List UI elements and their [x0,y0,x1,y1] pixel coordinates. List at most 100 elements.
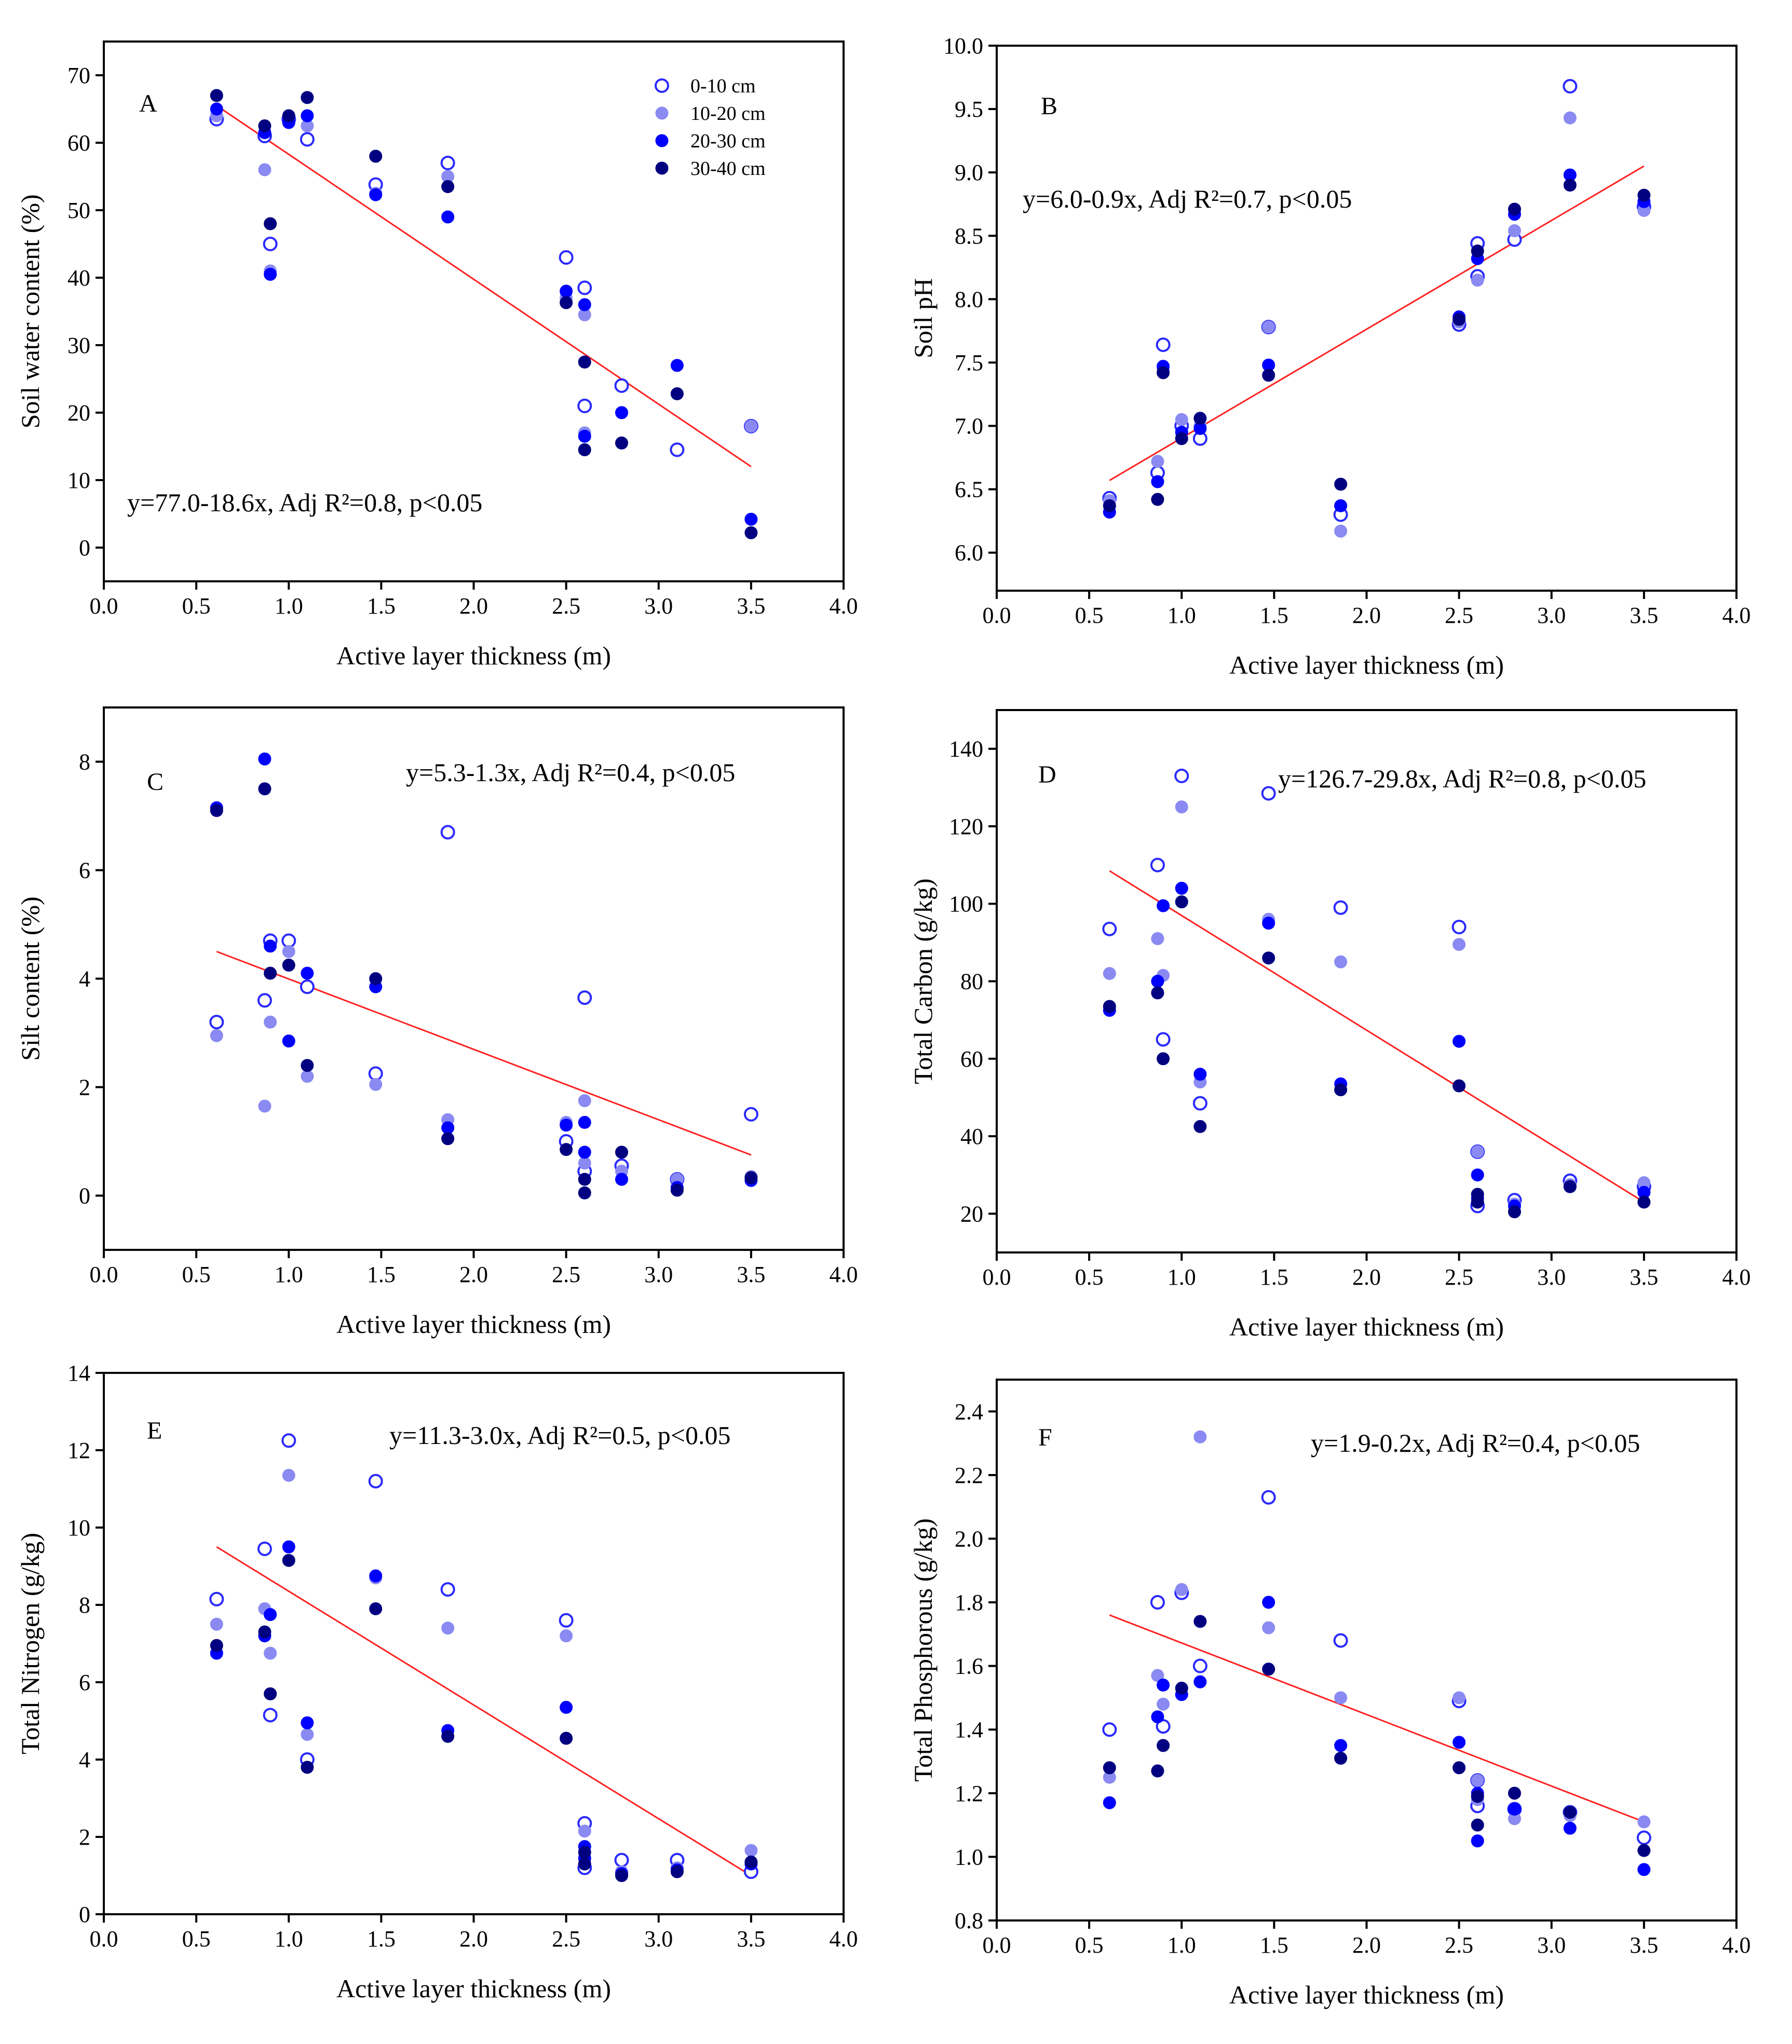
data-point-20-30-cm [264,268,277,281]
x-tick-label: 2.5 [552,593,580,619]
data-point-20-30-cm [301,1716,314,1729]
x-tick-label: 3.0 [1537,1264,1566,1290]
data-point-30-40-cm [1193,1615,1207,1628]
y-tick-label: 6 [79,1670,90,1695]
panel-letter: A [139,90,157,117]
x-tick-label: 0.0 [90,1262,118,1287]
plot-frame [103,706,845,1251]
data-point-30-40-cm [1175,895,1188,908]
y-tick-label: 60 [67,130,90,156]
data-point-30-40-cm [369,972,383,985]
data-point-30-40-cm [560,1143,573,1156]
y-tick-label: 140 [949,737,983,762]
data-point-10-20-cm [1508,224,1521,238]
regression-equation: y=6.0-0.9x, Adj R²=0.7, p<0.05 [1023,184,1352,213]
data-point-10-20-cm [1334,524,1348,538]
x-tick-label: 4.0 [1722,1264,1751,1290]
panel-letter: E [147,1417,162,1445]
data-point-10-20-cm [441,1621,455,1635]
regression-equation: y=77.0-18.6x, Adj R²=0.8, p<0.05 [127,488,482,517]
data-point-20-30-cm [578,1146,591,1159]
y-tick-label: 0.8 [955,1908,983,1933]
x-tick-label: 3.5 [1630,1264,1658,1290]
y-tick-label: 4 [79,966,90,992]
data-point-0-10-cm [1333,900,1348,915]
y-axis-label: Total Carbon (g/kg) [908,878,938,1084]
x-tick-label: 2.0 [1352,603,1381,628]
y-tick-label: 20 [67,400,90,426]
x-tick-label: 1.5 [367,593,396,619]
y-tick-label: 7.5 [955,350,983,375]
y-tick-label: 40 [960,1124,983,1149]
data-point-30-40-cm [1334,478,1348,491]
data-point-0-10-cm [614,378,629,393]
data-point-30-40-cm [282,1554,295,1567]
y-tick-label: 0 [79,1902,90,1927]
data-point-0-10-cm [1261,1490,1276,1505]
data-point-20-30-cm [1151,975,1164,988]
legend-marker [655,161,669,175]
y-tick-label: 1.4 [955,1717,983,1742]
data-point-20-30-cm [282,1034,295,1048]
data-point-10-20-cm [578,1156,591,1170]
data-point-20-30-cm [1157,899,1170,912]
data-point-20-30-cm [441,210,455,224]
data-point-30-40-cm [1175,432,1188,445]
data-point-20-30-cm [1452,1736,1466,1749]
data-point-0-10-cm [1563,79,1578,94]
data-point-30-40-cm [1103,1000,1116,1013]
data-point-30-40-cm [1452,312,1466,326]
data-point-20-30-cm [1334,499,1348,512]
y-tick-label: 2 [79,1075,90,1100]
data-point-0-10-cm [577,990,592,1005]
data-point-30-40-cm [1334,1751,1348,1765]
legend-label: 10-20 cm [690,103,766,125]
panel-letter: C [147,768,164,796]
data-point-20-30-cm [369,188,383,201]
data-point-0-10-cm [577,280,592,295]
data-point-20-30-cm [282,1540,295,1554]
y-tick-label: 8 [79,1592,90,1618]
data-point-20-30-cm [1262,917,1275,930]
y-axis-label: Total Phosphorous (g/kg) [908,1518,938,1782]
y-axis-label: Soil pH [908,278,938,358]
x-axis-label: Active layer thickness (m) [336,641,611,670]
data-point-20-30-cm [578,430,591,443]
data-point-30-40-cm [1175,1682,1188,1695]
data-point-30-40-cm [1563,1180,1577,1193]
data-point-30-40-cm [1103,1761,1116,1775]
data-point-10-20-cm [301,1070,314,1083]
data-point-30-40-cm [1262,1663,1275,1676]
y-tick-label: 10.0 [943,33,983,59]
data-point-0-10-cm [209,1015,224,1030]
legend-marker [655,134,669,147]
regression-line [216,950,752,1156]
legend-marker [655,78,669,93]
data-point-10-20-cm [1262,320,1275,334]
x-tick-label: 4.0 [830,593,858,619]
x-tick-label: 1.0 [1167,1932,1196,1958]
data-point-0-10-cm [209,1591,224,1606]
data-point-20-30-cm [264,939,277,953]
x-tick-label: 4.0 [1722,1932,1751,1958]
data-point-0-10-cm [1102,1722,1117,1737]
x-tick-label: 2.0 [1352,1932,1381,1958]
y-tick-label: 40 [67,265,90,291]
y-tick-label: 120 [949,814,983,839]
x-tick-label: 1.5 [367,1262,396,1287]
x-tick-label: 0.5 [182,1262,211,1287]
data-point-30-40-cm [301,1059,314,1072]
data-point-30-40-cm [670,387,684,401]
x-tick-label: 0.0 [90,593,118,619]
data-point-30-40-cm [264,1687,277,1700]
data-point-0-10-cm [559,250,574,265]
x-tick-label: 3.0 [644,593,673,619]
data-point-20-30-cm [1471,1168,1484,1182]
data-point-10-20-cm [282,945,295,958]
data-point-30-40-cm [210,89,223,102]
y-tick-label: 1.0 [955,1844,983,1870]
regression-equation: y=1.9-0.2x, Adj R²=0.4, p<0.05 [1311,1428,1640,1457]
regression-line [1109,870,1645,1203]
data-point-30-40-cm [1157,366,1170,379]
y-tick-label: 60 [960,1046,983,1072]
